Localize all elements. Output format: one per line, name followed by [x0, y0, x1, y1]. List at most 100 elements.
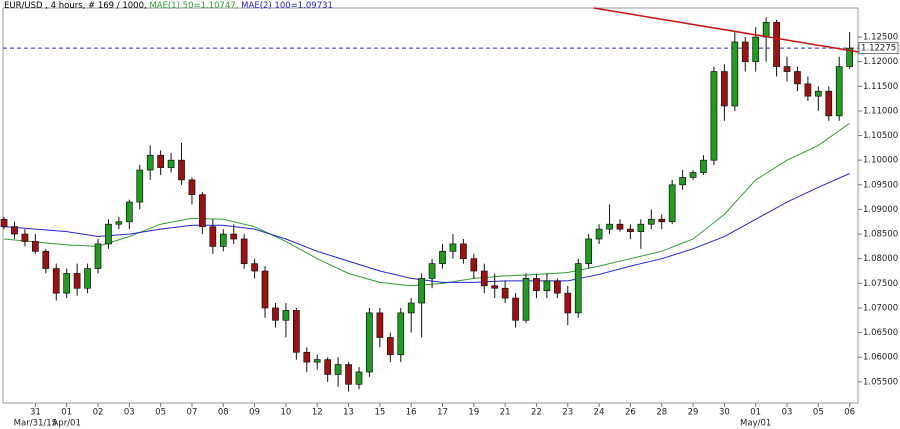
y-tick-label: 1.12000: [863, 57, 898, 67]
moving-average-line: [4, 173, 850, 283]
chart-header: EUR/USD , 4 hours, # 169 / 1000, MAE(1) …: [4, 1, 333, 11]
y-tick-label: 1.10500: [863, 131, 898, 141]
candle-body: [825, 90, 833, 117]
y-tick-label: 1.08000: [863, 254, 898, 264]
y-tick-label: 1.11500: [863, 82, 898, 92]
candle-body: [261, 270, 269, 309]
legend-entry: MAE(2) 100=1.09731: [241, 1, 333, 11]
candle-body: [428, 263, 436, 279]
x-tick-label: 12: [312, 408, 323, 418]
x-tick-label: 24: [594, 408, 605, 418]
candle-body: [679, 177, 686, 186]
candle-body: [470, 258, 478, 272]
candle-body: [814, 90, 822, 97]
candle-body: [585, 238, 593, 264]
chart-title: EUR/USD , 4 hours, # 169 / 1000,: [4, 1, 147, 11]
x-tick-label: 05: [155, 408, 166, 418]
candle-body: [846, 47, 853, 67]
x-tick-label: 15: [374, 408, 385, 418]
y-tick-label: 1.10000: [863, 156, 898, 166]
last-price-label: 1.12275: [861, 44, 896, 54]
candle-body: [366, 312, 373, 373]
candle-body: [146, 154, 154, 171]
candle-body: [293, 310, 300, 353]
candle-body: [627, 228, 634, 232]
x-tick-label: 01: [750, 408, 761, 418]
y-tick-label: 1.12500: [863, 33, 898, 43]
y-tick-label: 1.06000: [863, 353, 898, 363]
candle-body: [11, 226, 18, 235]
candle-body: [595, 228, 603, 240]
candle-body: [376, 312, 384, 338]
y-tick-label: 1.07500: [863, 279, 898, 289]
candle-body: [334, 364, 342, 375]
candle-body: [783, 66, 791, 72]
candle-body: [324, 359, 332, 375]
y-tick-label: 1.08500: [863, 230, 898, 240]
candle-body: [606, 223, 613, 230]
x-tick-label: 01: [61, 408, 72, 418]
candle-body: [637, 223, 645, 232]
x-tick-label: 21: [500, 408, 511, 418]
candle-body: [251, 263, 258, 272]
y-tick-label: 1.09000: [863, 205, 898, 215]
y-tick-label: 1.11000: [863, 106, 898, 116]
candle-body: [731, 41, 739, 107]
x-tick-label: 31: [30, 408, 41, 418]
x-tick-label: 16: [406, 408, 417, 418]
candle-body: [105, 223, 112, 245]
candle-body: [835, 66, 843, 117]
x-tick-label: 26: [625, 408, 636, 418]
candle-body: [407, 302, 415, 314]
candle-body: [439, 250, 446, 264]
candle-body: [32, 241, 39, 252]
candle-body: [449, 243, 457, 252]
x-tick-label: 02: [93, 408, 104, 418]
candle-body: [21, 233, 29, 242]
candle-body: [313, 359, 321, 363]
candle-body: [136, 169, 144, 203]
candle-body: [721, 71, 728, 107]
candle-body: [553, 280, 561, 294]
y-tick-label: 1.05500: [863, 377, 898, 387]
x-tick-label: 30: [719, 408, 730, 418]
candle-body: [178, 159, 185, 181]
candle-body: [522, 278, 530, 321]
candle-body: [700, 159, 707, 173]
candle-body: [386, 337, 394, 356]
candle-body: [543, 280, 551, 292]
y-tick-label: 1.06500: [863, 328, 898, 338]
x-tick-label: 03: [124, 408, 135, 418]
x-date-label: Apr/01: [52, 419, 80, 429]
candle-body: [345, 364, 352, 385]
candle-body: [94, 243, 102, 269]
candle-body: [647, 218, 655, 225]
x-date-label: Mar/31/15: [14, 419, 57, 429]
x-tick-label: 03: [782, 408, 793, 418]
x-date-label: May/01: [740, 419, 771, 429]
candle-body: [0, 218, 8, 228]
x-tick-label: 28: [656, 408, 667, 418]
moving-average-line: [3, 122, 850, 287]
candle-body: [209, 226, 217, 247]
candle-body: [741, 41, 749, 63]
candle-body: [710, 71, 718, 161]
candle-body: [63, 273, 71, 294]
candle-body: [282, 310, 290, 321]
legend-entry: MAE(1) 50=1.10747,: [149, 1, 238, 11]
candle-body: [762, 21, 770, 38]
candle-body: [355, 371, 363, 385]
candle-body: [773, 21, 780, 67]
x-tick-label: 17: [437, 408, 448, 418]
candle-body: [752, 36, 760, 63]
last-price-box: [858, 42, 899, 55]
x-tick-label: 19: [468, 408, 479, 418]
candle-body: [157, 154, 164, 168]
x-tick-label: 23: [562, 408, 573, 418]
candle-body: [418, 278, 425, 304]
candle-body: [512, 297, 519, 321]
x-tick-label: 06: [844, 408, 855, 418]
candle-body: [303, 351, 311, 363]
x-tick-label: 07: [187, 408, 198, 418]
candle-body: [167, 159, 175, 168]
